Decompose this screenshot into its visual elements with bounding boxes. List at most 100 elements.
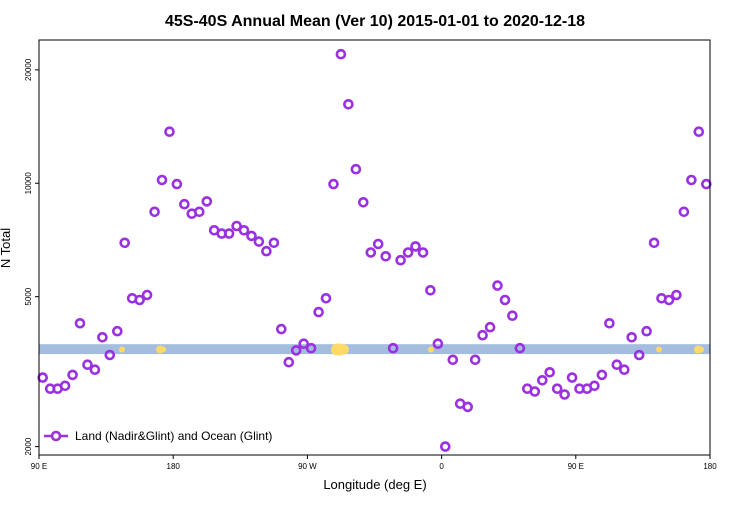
data-point xyxy=(134,294,145,306)
data-point xyxy=(529,386,541,397)
data-point xyxy=(179,198,190,210)
data-point xyxy=(67,369,78,381)
x-tick-label: 90 E xyxy=(31,462,47,471)
data-point xyxy=(74,317,86,329)
data-point xyxy=(447,354,459,366)
data-point xyxy=(492,280,503,291)
data-point xyxy=(566,372,578,383)
data-point xyxy=(559,389,570,400)
x-tick-label: 90 E xyxy=(568,462,584,471)
y-axis-label: N Total xyxy=(0,228,13,268)
data-point xyxy=(119,237,130,249)
data-point xyxy=(335,48,347,60)
data-point xyxy=(89,364,101,376)
data-point xyxy=(678,206,690,218)
data-point xyxy=(432,338,444,350)
data-point xyxy=(648,237,660,249)
data-point xyxy=(380,250,392,262)
data-point xyxy=(499,294,511,306)
x-axis-label: Longitude (deg E) xyxy=(323,477,426,492)
data-point xyxy=(298,338,310,350)
data-point xyxy=(231,220,242,232)
data-point xyxy=(402,247,414,258)
reference-band xyxy=(39,344,710,355)
data-point xyxy=(149,206,160,218)
data-point xyxy=(514,342,526,354)
ocean-glint-point xyxy=(428,346,434,353)
data-point xyxy=(686,174,697,186)
data-point xyxy=(283,356,295,368)
y-tick-label: 5000 xyxy=(24,287,33,305)
data-point xyxy=(589,380,600,392)
data-point xyxy=(253,236,265,247)
data-point xyxy=(223,228,235,239)
data-point xyxy=(439,441,451,452)
data-point xyxy=(246,230,257,242)
axes: 90 E 180 90 W 0 90 E 180 2000 5000 10000 20000 xyxy=(24,39,717,471)
data-point xyxy=(59,380,71,392)
chart-title: 45S-40S Annual Mean (Ver 10) 2015-01-01 … xyxy=(165,13,585,30)
legend-marker xyxy=(50,430,62,442)
data-point xyxy=(305,342,317,354)
data-point xyxy=(112,325,123,337)
data-point xyxy=(395,254,406,266)
data-point xyxy=(357,197,369,208)
data-point xyxy=(365,247,377,258)
x-tick-label: 180 xyxy=(703,462,717,471)
data-point xyxy=(544,366,556,378)
data-point xyxy=(484,321,496,333)
data-point xyxy=(313,306,324,318)
plot-area xyxy=(37,48,712,452)
data-point xyxy=(320,292,332,304)
data-point xyxy=(171,178,183,190)
data-point xyxy=(477,329,488,341)
data-point xyxy=(507,310,518,322)
data-point xyxy=(618,364,630,376)
data-point xyxy=(350,163,362,175)
data-point xyxy=(693,126,705,137)
data-point xyxy=(633,349,645,361)
ocean-glint-point xyxy=(160,346,166,353)
y-tick-label: 10000 xyxy=(24,172,33,195)
data-point xyxy=(536,374,548,386)
data-point xyxy=(671,289,682,301)
data-point xyxy=(417,247,429,258)
data-point xyxy=(164,126,175,137)
data-point xyxy=(626,331,638,343)
data-point xyxy=(97,331,108,343)
data-point xyxy=(268,237,280,249)
legend: Land (Nadir&Glint) and Ocean (Glint) xyxy=(44,429,272,443)
data-point xyxy=(425,284,436,296)
data-point xyxy=(604,317,615,329)
data-point xyxy=(201,196,213,207)
data-point xyxy=(82,359,93,371)
data-point xyxy=(462,401,474,413)
ocean-glint-point xyxy=(698,346,704,353)
data-point xyxy=(261,245,272,257)
x-tick-label: 180 xyxy=(167,462,181,471)
x-tick-label: 90 W xyxy=(298,462,317,471)
ocean-glint-point xyxy=(119,346,125,353)
data-point xyxy=(372,238,384,250)
data-point xyxy=(343,99,354,110)
data-point xyxy=(328,178,339,190)
data-point xyxy=(469,354,481,366)
legend-label: Land (Nadir&Glint) and Ocean (Glint) xyxy=(75,429,272,443)
data-point xyxy=(141,289,153,301)
data-point xyxy=(156,174,168,186)
data-point xyxy=(551,383,563,395)
data-point xyxy=(104,349,116,361)
plot-frame xyxy=(38,39,711,456)
data-point xyxy=(663,294,675,306)
ocean-glint-point xyxy=(339,344,349,355)
data-point xyxy=(290,345,302,356)
data-point xyxy=(700,178,712,190)
y-tick-label: 20000 xyxy=(24,58,33,81)
data-point xyxy=(596,369,608,381)
data-point xyxy=(641,325,652,337)
data-point xyxy=(611,359,623,371)
y-tick-label: 2000 xyxy=(24,437,33,455)
data-point xyxy=(194,206,205,218)
